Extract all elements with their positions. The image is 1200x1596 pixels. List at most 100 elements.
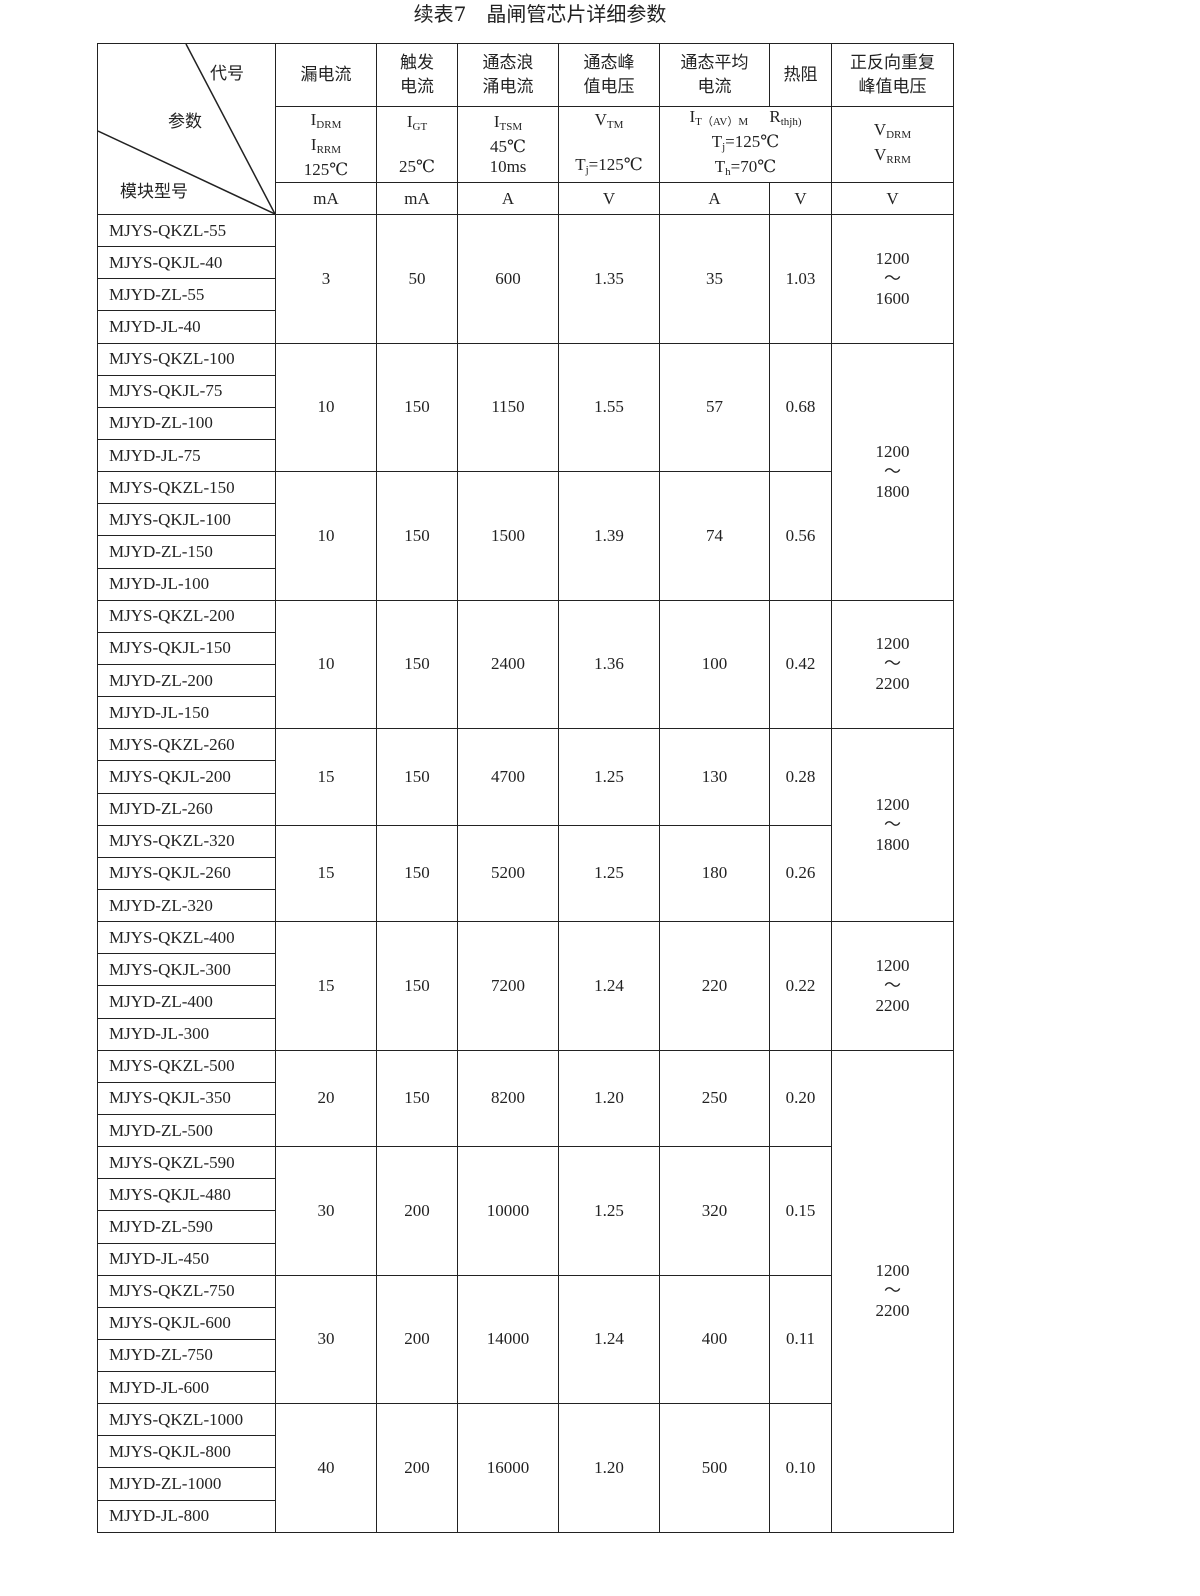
table-row: MJYS-QKZL-55 3 50 600 1.35 35 1.03 1200 ～ 1600 (97, 213, 954, 344)
thermal-resistance-value: 0.22 (769, 921, 832, 1051)
table-row: MJYS-QKJL-75 (97, 374, 954, 408)
repetitive-voltage-range: 1200 ～ 1800 (831, 728, 954, 923)
surge-current-value: 600 (457, 214, 559, 344)
voltage-sep: ～ (884, 1281, 901, 1301)
repetitive-voltage-range: 1200 ～ 2200 (831, 1049, 954, 1533)
peak-voltage-value: 1.39 (558, 471, 660, 601)
thermal-resistance-value: 0.20 (769, 1049, 832, 1148)
model-cell: MJYS-QKJL-100 (97, 503, 276, 537)
model-cell: MJYS-QKZL-590 (97, 1146, 276, 1180)
gate-current-value: 200 (376, 1403, 458, 1533)
model-cell: MJYD-JL-75 (97, 438, 276, 473)
average-current-value: 220 (659, 921, 770, 1051)
header-average-current: 通态平均 电流 (659, 43, 770, 107)
gate-current-value: 200 (376, 1274, 458, 1405)
voltage-from: 1200 (875, 248, 910, 268)
unit-cell: mA (376, 182, 458, 215)
voltage-from: 1200 (875, 441, 910, 461)
model-cell: MJYS-QKJL-800 (97, 1435, 276, 1469)
model-cell: MJYD-ZL-500 (97, 1113, 276, 1148)
symbol-surge: ITSM 45℃ 10ms (457, 106, 559, 183)
table-row: MJYD-ZL-1000 (97, 1467, 954, 1501)
table-row: MJYS-QKZL-260 15 150 4700 1.25 130 0.28 1200 ～ 18… (97, 728, 954, 923)
gate-current-value: 200 (376, 1146, 458, 1276)
average-current-value: 500 (659, 1403, 770, 1533)
table-title: 续表7 晶闸管芯片详细参数 (413, 2, 667, 26)
unit-cell: A (457, 182, 559, 215)
model-cell: MJYS-QKZL-750 (97, 1274, 276, 1308)
model-cell: MJYS-QKZL-500 (97, 1049, 276, 1083)
model-cell: MJYS-QKZL-320 (97, 824, 276, 858)
surge-current-value: 1150 (457, 342, 559, 473)
table-row: MJYS-QKZL-750 30 200 14000 1.24 400 0.11 (97, 1274, 954, 1405)
gate-current-value: 150 (376, 728, 458, 826)
table-row: MJYS-QKZL-320 15 150 5200 1.25 180 0.26 (97, 824, 954, 923)
header-gate-current: 触发 电流 (376, 43, 458, 107)
header-leak-current: 漏电流 (275, 43, 377, 107)
peak-voltage-value: 1.25 (558, 728, 660, 826)
diagonal-lines (98, 44, 275, 214)
table-row: MJYS-QKJL-200 (97, 760, 954, 794)
average-current-value: 180 (659, 824, 770, 923)
voltage-sep: ～ (884, 815, 901, 835)
unit-cell: A (659, 182, 770, 215)
voltage-sep: ～ (884, 461, 901, 481)
surge-current-value: 2400 (457, 599, 559, 730)
gate-current-value: 150 (376, 824, 458, 923)
average-current-value: 400 (659, 1274, 770, 1405)
thermal-resistance-value: 0.26 (769, 824, 832, 923)
model-cell: MJYS-QKJL-75 (97, 374, 276, 408)
leak-current-value: 30 (275, 1146, 377, 1276)
model-cell: MJYS-QKJL-300 (97, 953, 276, 987)
voltage-to: 2200 (875, 1301, 910, 1321)
voltage-from: 1200 (875, 795, 910, 815)
average-current-value: 35 (659, 214, 770, 344)
model-cell: MJYD-ZL-150 (97, 535, 276, 569)
symbol-gate: IGT 25℃ (376, 106, 458, 183)
model-cell: MJYD-JL-100 (97, 567, 276, 601)
model-cell: MJYD-ZL-55 (97, 278, 276, 312)
leak-current-value: 10 (275, 471, 377, 601)
model-cell: MJYD-JL-450 (97, 1242, 276, 1276)
peak-voltage-value: 1.20 (558, 1403, 660, 1533)
peak-voltage-value: 1.24 (558, 921, 660, 1051)
table-row: MJYS-QKZL-400 15 150 7200 1.24 220 0.22 1200 ～ 22… (97, 921, 954, 1051)
corner-label-params: 参数 (168, 112, 202, 132)
model-cell: MJYD-ZL-320 (97, 888, 276, 923)
corner-label-code: 代号 (210, 64, 244, 84)
model-cell: MJYS-QKJL-40 (97, 246, 276, 280)
model-cell: MJYD-JL-300 (97, 1017, 276, 1051)
table-row: MJYD-ZL-590 (97, 1210, 954, 1244)
voltage-to: 1600 (875, 288, 910, 308)
gate-current-value: 150 (376, 342, 458, 473)
model-cell: MJYS-QKZL-260 (97, 728, 276, 762)
table-row: MJYS-QKZL-200 10 150 2400 1.36 100 0.42 1200 ～ 22… (97, 599, 954, 730)
repetitive-voltage-range: 1200 ～ 1800 (831, 342, 954, 601)
table-row: MJYS-QKZL-1000 40 200 16000 1.20 500 0.10 (97, 1403, 954, 1533)
model-cell: MJYD-ZL-260 (97, 792, 276, 826)
thermal-resistance-value: 0.28 (769, 728, 832, 826)
unit-cell: V (831, 182, 954, 215)
model-cell: MJYS-QKJL-480 (97, 1178, 276, 1212)
gate-current-value: 150 (376, 599, 458, 730)
model-cell: MJYS-QKZL-55 (97, 213, 276, 248)
leak-current-value: 40 (275, 1403, 377, 1533)
model-cell: MJYS-QKJL-260 (97, 856, 276, 890)
model-cell: MJYD-ZL-400 (97, 985, 276, 1019)
table-row: MJYD-JL-75 (97, 438, 954, 473)
symbol-avg-thermal: IT（AV）M Rthjh) Tj=125℃ Th=70℃ (659, 106, 832, 183)
average-current-value: 57 (659, 342, 770, 473)
leak-current-value: 10 (275, 599, 377, 730)
surge-current-value: 4700 (457, 728, 559, 826)
unit-cell: V (769, 182, 832, 215)
model-cell: MJYS-QKZL-150 (97, 471, 276, 505)
header-peak-voltage: 通态峰 值电压 (558, 43, 660, 107)
peak-voltage-value: 1.55 (558, 342, 660, 473)
model-cell: MJYS-QKJL-600 (97, 1306, 276, 1340)
model-cell: MJYD-ZL-590 (97, 1210, 276, 1244)
surge-current-value: 14000 (457, 1274, 559, 1405)
peak-voltage-value: 1.24 (558, 1274, 660, 1405)
thermal-resistance-value: 0.42 (769, 599, 832, 730)
model-cell: MJYS-QKZL-1000 (97, 1403, 276, 1437)
average-current-value: 100 (659, 599, 770, 730)
